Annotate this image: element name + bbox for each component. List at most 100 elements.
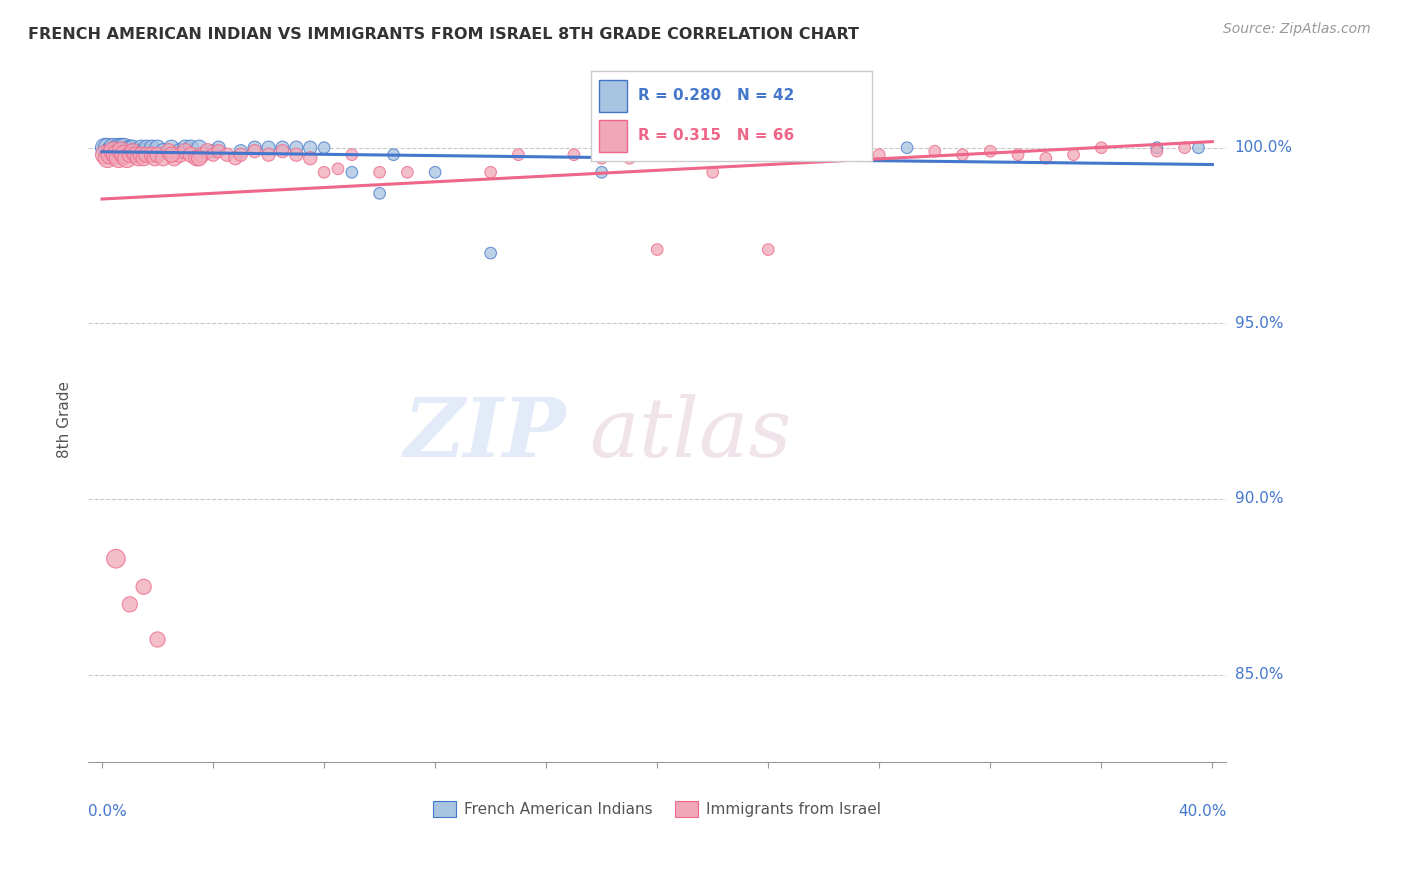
Point xyxy=(132,151,155,165)
Point xyxy=(299,141,322,155)
Text: 90.0%: 90.0% xyxy=(1234,491,1284,507)
Point xyxy=(423,165,446,179)
Text: ZIP: ZIP xyxy=(404,393,567,474)
Point xyxy=(207,141,229,155)
Point xyxy=(202,147,225,161)
Point xyxy=(368,186,391,201)
Point xyxy=(121,145,143,159)
Point xyxy=(645,243,668,257)
Point xyxy=(180,147,202,161)
Point xyxy=(188,151,211,165)
Point xyxy=(107,141,129,155)
Point xyxy=(702,165,724,179)
Point xyxy=(104,147,127,161)
Point xyxy=(101,145,124,159)
Point xyxy=(314,165,336,179)
Point xyxy=(132,145,155,159)
Point xyxy=(952,147,974,161)
Point xyxy=(979,145,1001,159)
Point xyxy=(141,141,163,155)
Point xyxy=(271,145,294,159)
Point xyxy=(174,141,197,155)
Point xyxy=(756,243,779,257)
Point xyxy=(1090,141,1112,155)
Point xyxy=(382,147,405,161)
Point xyxy=(98,147,121,161)
Point xyxy=(97,141,120,155)
Point xyxy=(141,147,163,161)
Point xyxy=(94,141,117,155)
Text: 100.0%: 100.0% xyxy=(1234,140,1292,155)
Point xyxy=(229,147,252,161)
Point xyxy=(299,151,322,165)
Point xyxy=(97,151,120,165)
Point xyxy=(188,141,211,155)
Point xyxy=(118,141,141,155)
Point xyxy=(257,147,280,161)
Point xyxy=(98,145,121,159)
Point xyxy=(229,145,252,159)
Point xyxy=(202,145,225,159)
Point xyxy=(110,141,132,155)
Point xyxy=(107,151,129,165)
Point xyxy=(127,151,149,165)
Y-axis label: 8th Grade: 8th Grade xyxy=(58,382,72,458)
Point xyxy=(112,141,135,155)
Point xyxy=(619,151,641,165)
Point xyxy=(243,141,266,155)
Point xyxy=(132,580,155,594)
Point xyxy=(285,141,308,155)
Point xyxy=(124,145,146,159)
Point xyxy=(191,147,214,161)
Point xyxy=(479,246,502,260)
Point xyxy=(257,141,280,155)
Point xyxy=(157,145,180,159)
Point xyxy=(1007,147,1029,161)
Text: 40.0%: 40.0% xyxy=(1178,804,1226,819)
Point xyxy=(118,147,141,161)
Point xyxy=(1174,141,1197,155)
Point xyxy=(868,147,890,161)
Point xyxy=(1063,147,1085,161)
Point xyxy=(285,147,308,161)
Point xyxy=(112,147,135,161)
Point xyxy=(160,147,183,161)
Point xyxy=(180,141,202,155)
Point xyxy=(368,165,391,179)
Point xyxy=(135,147,157,161)
Point xyxy=(340,147,363,161)
Text: R = 0.315   N = 66: R = 0.315 N = 66 xyxy=(638,128,794,143)
Point xyxy=(101,141,124,155)
Point xyxy=(110,145,132,159)
Point xyxy=(163,151,186,165)
Text: 85.0%: 85.0% xyxy=(1234,667,1282,682)
Point xyxy=(1146,141,1168,155)
Point xyxy=(673,147,696,161)
Text: 0.0%: 0.0% xyxy=(89,804,127,819)
Point xyxy=(169,145,191,159)
Point xyxy=(479,165,502,179)
Point xyxy=(124,147,146,161)
Point xyxy=(591,151,613,165)
Bar xyxy=(599,80,627,112)
Point xyxy=(243,145,266,159)
Point xyxy=(121,141,143,155)
Point xyxy=(94,147,117,161)
Point xyxy=(1146,145,1168,159)
Point xyxy=(224,151,246,165)
Point xyxy=(169,147,191,161)
Point xyxy=(152,151,174,165)
Point xyxy=(115,151,138,165)
Text: 95.0%: 95.0% xyxy=(1234,316,1284,331)
Point xyxy=(314,141,336,155)
Text: Source: ZipAtlas.com: Source: ZipAtlas.com xyxy=(1223,22,1371,37)
Legend: French American Indians, Immigrants from Israel: French American Indians, Immigrants from… xyxy=(427,795,887,823)
Point xyxy=(186,151,208,165)
Point xyxy=(591,165,613,179)
Point xyxy=(562,147,585,161)
Point xyxy=(135,141,157,155)
Point xyxy=(896,141,918,155)
Point xyxy=(129,147,152,161)
Point xyxy=(118,598,141,612)
Point xyxy=(396,165,419,179)
